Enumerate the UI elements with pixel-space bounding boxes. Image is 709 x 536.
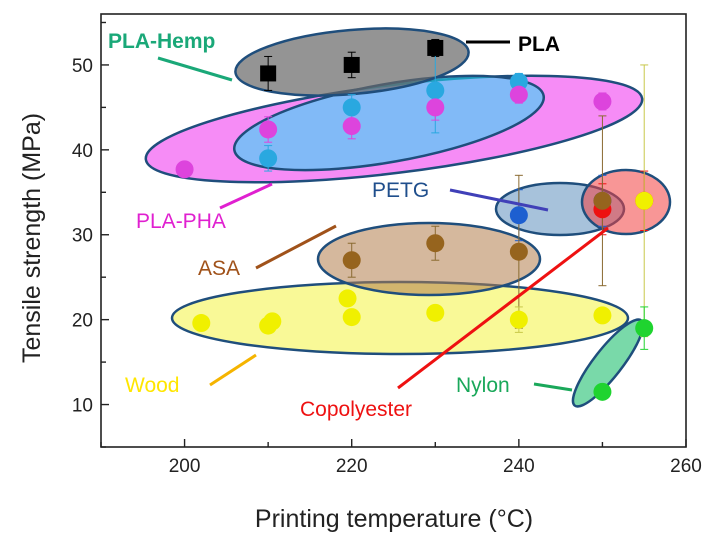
pla-pha-point (175, 160, 194, 179)
copolyester-label: Copolyester (300, 398, 412, 421)
asa-point (426, 234, 445, 253)
x-tick-label: 260 (670, 456, 702, 477)
asa-point (509, 242, 528, 261)
y-tick-label: 50 (72, 56, 93, 77)
asa-region (316, 221, 542, 297)
wood-point (426, 303, 445, 322)
nylon-point (593, 382, 612, 401)
y-tick-label: 20 (72, 311, 93, 332)
pla-pha-label: PLA-PHA (136, 210, 226, 233)
pla-point (260, 65, 277, 82)
axis-ticks: 200 220 240 260 10 20 30 40 50 (72, 21, 702, 477)
asa-point (342, 251, 361, 270)
nylon-label: Nylon (456, 374, 510, 397)
pla-pha-point (509, 85, 528, 104)
nylon-point (635, 319, 654, 338)
x-tick-label: 200 (169, 456, 201, 477)
asa-leader-line (255, 224, 337, 270)
wood-point (342, 308, 361, 327)
data-points (175, 39, 654, 401)
wood-point (338, 289, 357, 308)
wood-label: Wood (125, 374, 179, 397)
y-axis-title: Tensile strength (MPa) (18, 113, 46, 363)
wood-point (635, 191, 654, 210)
pla-hemp-point (259, 149, 278, 168)
pla-pha-leader-line (219, 182, 273, 210)
pla-pha-point (426, 98, 445, 117)
y-tick-label: 40 (72, 141, 93, 162)
x-tick-label: 220 (336, 456, 368, 477)
pla-hemp-label: PLA-Hemp (108, 30, 215, 53)
petg-point (509, 206, 528, 225)
wood-point (593, 306, 612, 325)
x-tick-label: 240 (503, 456, 535, 477)
petg-leader-line (449, 188, 549, 212)
pla-point (343, 56, 360, 73)
asa-point (593, 191, 612, 210)
wood-point (509, 310, 528, 329)
x-axis-title: Printing temperature (°C) (255, 505, 533, 533)
wood-point (263, 312, 282, 331)
asa-label: ASA (198, 257, 240, 280)
pla-hemp-point (509, 72, 528, 91)
petg-label: PETG (372, 179, 429, 202)
pla-pha-point (593, 92, 612, 111)
pla-hemp-point (426, 81, 445, 100)
plot-frame (100, 13, 687, 448)
nylon-leader-line (533, 382, 573, 392)
pla-pha-point (259, 120, 278, 139)
wood-point (192, 314, 211, 333)
pla-pha-point (342, 117, 361, 136)
wood-leader-line (209, 353, 257, 387)
plot-border (100, 13, 687, 448)
pla-hemp-point (342, 98, 361, 117)
pla-point (427, 39, 444, 56)
pla-hemp-leader-line (157, 56, 233, 82)
copolyester-leader-line (397, 226, 609, 390)
pla-label: PLA (518, 33, 560, 56)
y-tick-label: 10 (72, 396, 93, 417)
annotations: PLA PLA-Hemp PLA-PHA PETG ASA Wood Copolyester… (108, 30, 609, 421)
y-tick-label: 30 (72, 226, 93, 247)
